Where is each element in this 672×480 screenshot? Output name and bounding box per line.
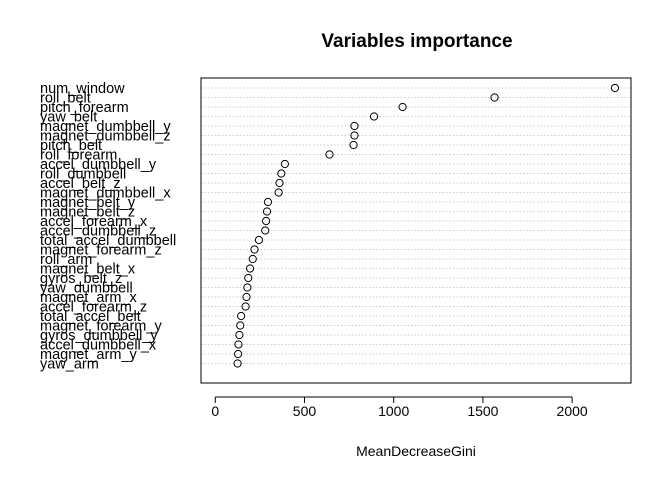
data-point-total-accel-dumbbell xyxy=(254,235,264,245)
data-points xyxy=(233,83,620,368)
x-axis: 0 500 1000 1500 2000 xyxy=(211,396,588,419)
x-axis-label: MeanDecreaseGini xyxy=(356,443,476,459)
variable-label: magnet_belt_z xyxy=(40,205,135,221)
variable-label: magnet_dumbbell_z xyxy=(40,129,171,145)
data-point-accel-forearm-x xyxy=(262,216,271,226)
variable-label: gyros_dumbbell_y xyxy=(40,328,158,344)
variable-label: accel_forearm_x xyxy=(40,214,148,230)
variable-label: yaw_dumbbell xyxy=(40,281,133,297)
data-point-accel-dumbbell-z xyxy=(261,226,270,235)
variable-label: roll_arm xyxy=(40,252,92,268)
data-point-roll-dumbbell xyxy=(277,169,286,178)
grid-lines xyxy=(201,87,631,364)
x-tick-label: 2000 xyxy=(557,403,588,419)
data-point-accel-dumbbell-y xyxy=(280,159,289,169)
data-point-roll-belt xyxy=(490,93,499,102)
data-point-magnet-arm-x xyxy=(242,292,251,302)
variable-label: pitch_forearm xyxy=(40,100,129,116)
data-point-magnet-dumbbell-y xyxy=(350,121,359,131)
variable-label: magnet_dumbbell_x xyxy=(40,186,171,202)
x-tick-label: 500 xyxy=(293,403,317,419)
data-point-magnet-forearm-y xyxy=(236,321,245,330)
data-point-accel-dumbbell-x xyxy=(234,340,243,349)
variable-labels: num_windowroll_beltpitch_forearmyaw_belt… xyxy=(40,81,176,373)
data-point-yaw-arm xyxy=(233,359,242,368)
variable-label: magnet_belt_x xyxy=(40,262,136,278)
variable-label: magnet_arm_y xyxy=(40,347,137,363)
x-tick-label: 0 xyxy=(211,403,219,419)
data-point-num-window xyxy=(610,83,620,93)
data-point-magnet-arm-y xyxy=(234,349,243,359)
variable-label: roll_forearm xyxy=(40,148,117,164)
data-point-magnet-belt-x xyxy=(245,264,255,273)
data-point-accel-belt-z xyxy=(275,178,284,188)
data-point-magnet-belt-z xyxy=(262,207,272,216)
data-point-gyros-belt-z xyxy=(244,273,253,283)
variable-label: pitch_belt xyxy=(40,138,102,154)
variable-label: accel_belt_z xyxy=(40,176,121,192)
variable-label: roll_belt xyxy=(40,91,91,107)
variable-label: roll_dumbbell xyxy=(40,167,126,183)
variable-label: num_window xyxy=(40,81,125,97)
data-point-total-accel-belt xyxy=(237,311,246,321)
plot-frame xyxy=(200,77,632,384)
variable-label: accel_forearm_z xyxy=(40,300,147,316)
data-point-pitch-forearm xyxy=(398,102,407,112)
data-point-accel-forearm-z xyxy=(241,302,250,311)
data-point-pitch-belt xyxy=(349,140,358,150)
x-tick-label: 1500 xyxy=(467,403,498,419)
data-point-roll-arm xyxy=(248,254,257,264)
data-point-yaw-belt xyxy=(369,112,379,121)
chart-title: Variables importance xyxy=(321,31,512,52)
data-point-magnet-dumbbell-x xyxy=(274,188,283,197)
variable-label: total_accel_belt xyxy=(40,309,141,325)
data-point-magnet-belt-y xyxy=(263,197,273,207)
variable-label: accel_dumbbell_x xyxy=(40,338,157,354)
variable-label: total_accel_dumbbell xyxy=(40,233,176,249)
variable-label: gyros_belt_z xyxy=(40,271,122,287)
data-point-roll-forearm xyxy=(325,150,334,159)
variable-label: accel_dumbbell_z xyxy=(40,224,156,240)
variable-label: accel_dumbbell_y xyxy=(40,157,157,173)
variable-label: yaw_belt xyxy=(40,110,97,126)
variable-label: yaw_arm xyxy=(40,357,99,373)
data-point-magnet-forearm-z xyxy=(250,245,259,254)
x-tick-label: 1000 xyxy=(378,403,409,419)
variable-label: magnet_forearm_y xyxy=(40,319,162,335)
variable-label: magnet_forearm_z xyxy=(40,243,162,259)
variable-label: magnet_belt_y xyxy=(40,195,136,211)
data-point-magnet-dumbbell-z xyxy=(350,131,359,140)
variable-label: magnet_arm_x xyxy=(40,290,137,306)
variable-label: magnet_dumbbell_y xyxy=(40,119,171,135)
data-point-yaw-dumbbell xyxy=(243,283,252,292)
data-point-gyros-dumbbell-y xyxy=(235,330,244,340)
